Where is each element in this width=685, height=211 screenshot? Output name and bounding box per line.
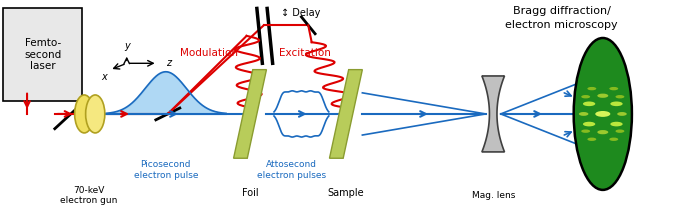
Text: Sample: Sample bbox=[327, 188, 364, 198]
Text: Mag. lens: Mag. lens bbox=[471, 191, 515, 200]
Text: 70-keV
electron gun: 70-keV electron gun bbox=[60, 186, 118, 205]
Text: Excitation: Excitation bbox=[279, 48, 331, 58]
Ellipse shape bbox=[573, 38, 632, 190]
Ellipse shape bbox=[616, 95, 625, 98]
Ellipse shape bbox=[595, 111, 610, 117]
Ellipse shape bbox=[588, 138, 596, 141]
Text: ↕ Delay: ↕ Delay bbox=[281, 8, 320, 18]
Ellipse shape bbox=[609, 138, 618, 141]
Text: Femto-
second
laser: Femto- second laser bbox=[24, 38, 62, 72]
Text: Modulation: Modulation bbox=[180, 48, 238, 58]
Ellipse shape bbox=[86, 95, 105, 133]
Ellipse shape bbox=[581, 130, 590, 133]
Polygon shape bbox=[234, 70, 266, 158]
Ellipse shape bbox=[610, 101, 623, 106]
Ellipse shape bbox=[617, 112, 627, 116]
Ellipse shape bbox=[75, 95, 94, 133]
Text: Bragg diffraction/
electron microscopy: Bragg diffraction/ electron microscopy bbox=[506, 6, 618, 30]
Text: y: y bbox=[124, 41, 129, 51]
Ellipse shape bbox=[597, 94, 608, 98]
Text: Picosecond
electron pulse: Picosecond electron pulse bbox=[134, 160, 198, 180]
Polygon shape bbox=[329, 70, 362, 158]
Ellipse shape bbox=[610, 122, 623, 126]
FancyBboxPatch shape bbox=[3, 8, 82, 101]
Polygon shape bbox=[482, 76, 504, 152]
Ellipse shape bbox=[583, 122, 595, 126]
Ellipse shape bbox=[579, 112, 588, 116]
Text: Attosecond
electron pulses: Attosecond electron pulses bbox=[257, 160, 325, 180]
Text: Foil: Foil bbox=[242, 188, 258, 198]
Ellipse shape bbox=[616, 130, 625, 133]
Ellipse shape bbox=[581, 95, 590, 98]
Text: x: x bbox=[101, 72, 107, 82]
Ellipse shape bbox=[609, 87, 618, 90]
Text: z: z bbox=[166, 58, 171, 68]
Ellipse shape bbox=[583, 101, 595, 106]
Ellipse shape bbox=[588, 87, 596, 90]
Ellipse shape bbox=[597, 130, 608, 134]
